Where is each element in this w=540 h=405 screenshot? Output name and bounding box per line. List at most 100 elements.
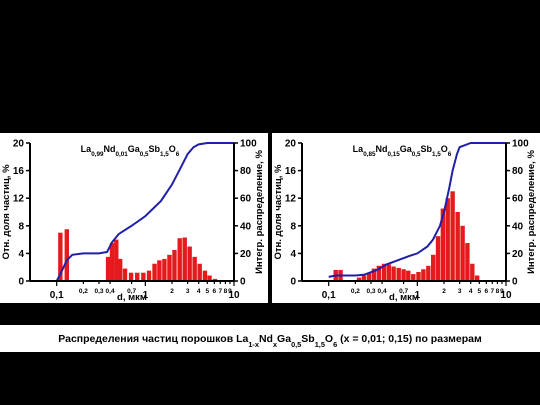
caption-part: Распределения частиц порошков La	[58, 333, 248, 345]
bar	[411, 274, 416, 281]
x-tick-label: 0,7	[399, 288, 408, 295]
bar	[135, 272, 140, 281]
bar	[465, 243, 470, 281]
y-tick-label: 4	[290, 249, 296, 260]
x-tick-label: 0,4	[106, 288, 115, 295]
chart-title-part: 6	[176, 151, 180, 158]
chart-title-part: O	[441, 144, 448, 154]
chart-title-part: Nd	[103, 144, 115, 154]
bar	[450, 191, 455, 281]
caption-part: Sb	[301, 333, 314, 345]
y-axis-title: Отн. доля частиц, %	[1, 164, 12, 260]
bar	[58, 232, 63, 281]
bar	[202, 270, 208, 281]
y2-tick-label: 80	[512, 166, 524, 177]
caption-part: (x = 0,01; 0,15) по размерам	[337, 333, 482, 345]
caption-band	[0, 325, 540, 352]
x-tick-label: 10	[228, 290, 240, 301]
x-tick-label: 7	[490, 288, 494, 295]
chart-title-part: 0,15	[387, 151, 400, 158]
y2-tick-label: 20	[512, 249, 524, 260]
y-tick-label: 8	[18, 221, 24, 232]
caption-part: Ga	[277, 333, 291, 345]
chart-title-part: 1,5	[160, 151, 169, 158]
y2-tick-label: 40	[240, 221, 252, 232]
x-tick-label: 0,4	[378, 288, 387, 295]
panel	[0, 133, 268, 303]
cumulative-line	[328, 142, 506, 278]
chart-title-part: 6	[448, 151, 452, 158]
caption-part: Nd	[259, 333, 273, 345]
x-tick-label: 5	[205, 288, 209, 295]
x-tick-label: 0,2	[351, 288, 360, 295]
y-axis-title: Отн. доля частиц, %	[273, 164, 284, 260]
x-tick-label: 0,1	[50, 290, 64, 301]
bar	[376, 265, 382, 281]
x-tick-label: 0,2	[79, 288, 88, 295]
bar	[157, 260, 162, 281]
bar	[440, 208, 446, 281]
x-tick-label: 9	[500, 288, 504, 295]
y-tick-label: 20	[285, 139, 297, 150]
x-tick-label: 6	[213, 288, 217, 295]
x-tick-label: 9	[228, 288, 232, 295]
chart-title-part: 0,85	[363, 151, 376, 158]
caption-part: x	[273, 340, 278, 349]
chart-title-part: 1,5	[432, 151, 441, 158]
y-tick-label: 0	[18, 277, 24, 288]
chart-title-part: 0,5	[412, 151, 421, 158]
chart-title-part: Ga	[400, 144, 413, 154]
y2-tick-label: 40	[512, 221, 524, 232]
x-tick-label: 0,3	[94, 288, 103, 295]
bar	[474, 275, 480, 281]
bar	[371, 268, 377, 281]
bar	[172, 249, 177, 281]
y2-tick-label: 80	[240, 166, 252, 177]
bar	[146, 270, 152, 281]
bar	[455, 212, 460, 281]
y2-tick-label: 0	[512, 277, 518, 288]
y2-tick-label: 0	[240, 277, 246, 288]
cumulative-line	[55, 142, 234, 282]
bar	[356, 277, 362, 281]
bar	[361, 275, 367, 281]
x-tick-label: 7	[218, 288, 222, 295]
x-tick-label: 8	[224, 288, 228, 295]
chart-title: La0,99Nd0,01Ga0,5Sb1,5O6	[81, 144, 180, 158]
chart-title-part: O	[169, 144, 176, 154]
chart-title-part: 0,99	[91, 151, 104, 158]
bar	[435, 236, 441, 281]
y2-tick-label: 60	[240, 194, 252, 205]
bar	[431, 254, 436, 281]
bar	[212, 278, 218, 281]
bar	[182, 237, 187, 281]
x-axis-title: d, мкм	[389, 292, 419, 303]
y-tick-label: 16	[13, 166, 25, 177]
x-tick-label: 2	[442, 288, 446, 295]
caption-part: 1,5	[315, 340, 325, 349]
bar	[197, 263, 202, 281]
bar	[421, 269, 426, 281]
bar	[386, 264, 391, 281]
caption-part: 1-x	[248, 340, 260, 349]
bar	[105, 256, 111, 281]
bar	[141, 272, 146, 281]
bar	[109, 243, 115, 281]
y-tick-label: 16	[285, 166, 297, 177]
x-tick-label: 5	[477, 288, 481, 295]
x-tick-label: 3	[186, 288, 190, 295]
y-tick-label: 4	[18, 249, 24, 260]
bar	[177, 238, 182, 281]
y2-tick-label: 20	[240, 249, 252, 260]
bar	[114, 239, 119, 281]
bar	[117, 258, 123, 281]
chart-title: La0,85Nd0,15Ga0,5Sb1,5O6	[353, 144, 452, 158]
bar	[445, 198, 450, 281]
x-axis-title: d, мкм	[117, 292, 147, 303]
x-tick-label: 4	[469, 288, 473, 295]
caption-part: O	[325, 333, 333, 345]
y2-axis-title: Интегр. распределение, %	[526, 150, 537, 274]
x-tick-label: 0,7	[127, 288, 136, 295]
bar	[187, 246, 192, 281]
bar	[396, 267, 401, 281]
